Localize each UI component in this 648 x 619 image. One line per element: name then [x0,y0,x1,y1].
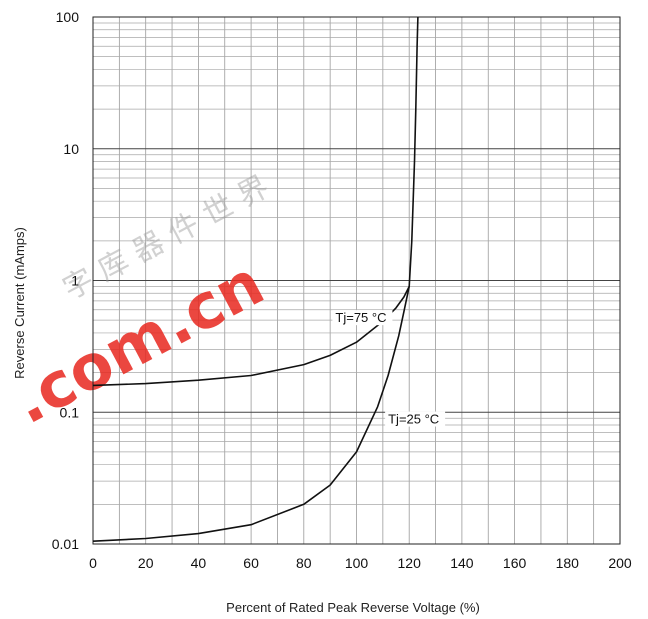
watermark-text: .com.cn [1,246,275,438]
watermark: 字 库 器 件 世 界 .com.cn [1,169,275,438]
y-tick-label: 0.1 [60,404,80,420]
y-axis-title: Reverse Current (mAmps) [12,227,27,379]
x-tick-label: 140 [450,555,474,571]
x-tick-label: 200 [608,555,632,571]
x-tick-label: 120 [398,555,422,571]
x-axis-title: Percent of Rated Peak Reverse Voltage (%… [226,600,480,615]
series-label-background [385,411,446,427]
x-tick-label: 20 [138,555,154,571]
x-tick-label: 100 [345,555,369,571]
x-tick-labels: 0 20 40 60 80 100 120 140 160 180 200 [89,555,632,571]
y-tick-label: 0.01 [52,536,79,552]
y-tick-label: 1 [71,273,79,289]
series-group: Tj=75 °C Tj=25 °C [92,16,446,542]
x-tick-label: 40 [191,555,207,571]
x-tick-label: 180 [556,555,580,571]
x-tick-label: 80 [296,555,312,571]
y-tick-label: 100 [56,9,80,25]
series-label-2: Tj=25 °C [388,412,439,427]
y-tick-labels: 0.01 0.1 1 10 100 [52,9,79,552]
x-tick-label: 0 [89,555,97,571]
x-tick-label: 160 [503,555,527,571]
grid [93,17,620,544]
x-tick-label: 60 [243,555,259,571]
series-label-background [332,310,393,326]
series-label-1: Tj=75 °C [335,310,386,325]
y-tick-label: 10 [63,141,79,157]
series-line-2 [92,286,410,542]
plot-frame [92,16,621,545]
